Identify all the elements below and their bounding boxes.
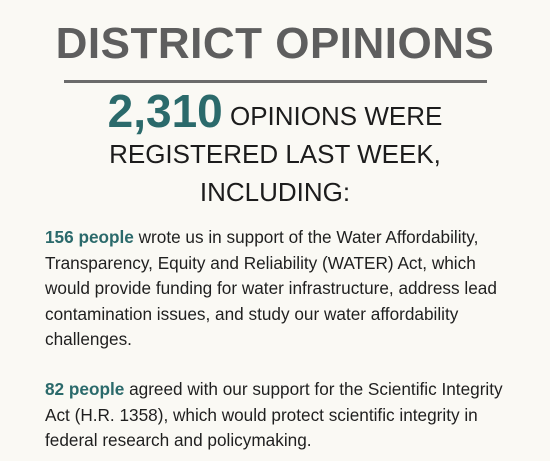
headline: 2,310 OPINIONS WERE REGISTERED LAST WEEK… bbox=[0, 92, 550, 211]
page-title: DISTRICT OPINIONS bbox=[0, 18, 550, 70]
opinion-count: 156 people bbox=[45, 227, 134, 247]
headline-line-2: REGISTERED LAST WEEK, bbox=[0, 135, 550, 173]
headline-line-1: 2,310 OPINIONS WERE bbox=[0, 92, 550, 135]
opinion-count: 82 people bbox=[45, 379, 124, 399]
total-opinions-count: 2,310 bbox=[108, 85, 223, 137]
headline-line-1-text: OPINIONS WERE bbox=[223, 101, 443, 131]
opinion-item-scientific-integrity-act: 82 people agreed with our support for th… bbox=[45, 377, 515, 454]
opinion-item-water-act: 156 people wrote us in support of the Wa… bbox=[45, 225, 515, 353]
headline-line-3: INCLUDING: bbox=[0, 173, 550, 211]
title-divider bbox=[64, 80, 487, 83]
